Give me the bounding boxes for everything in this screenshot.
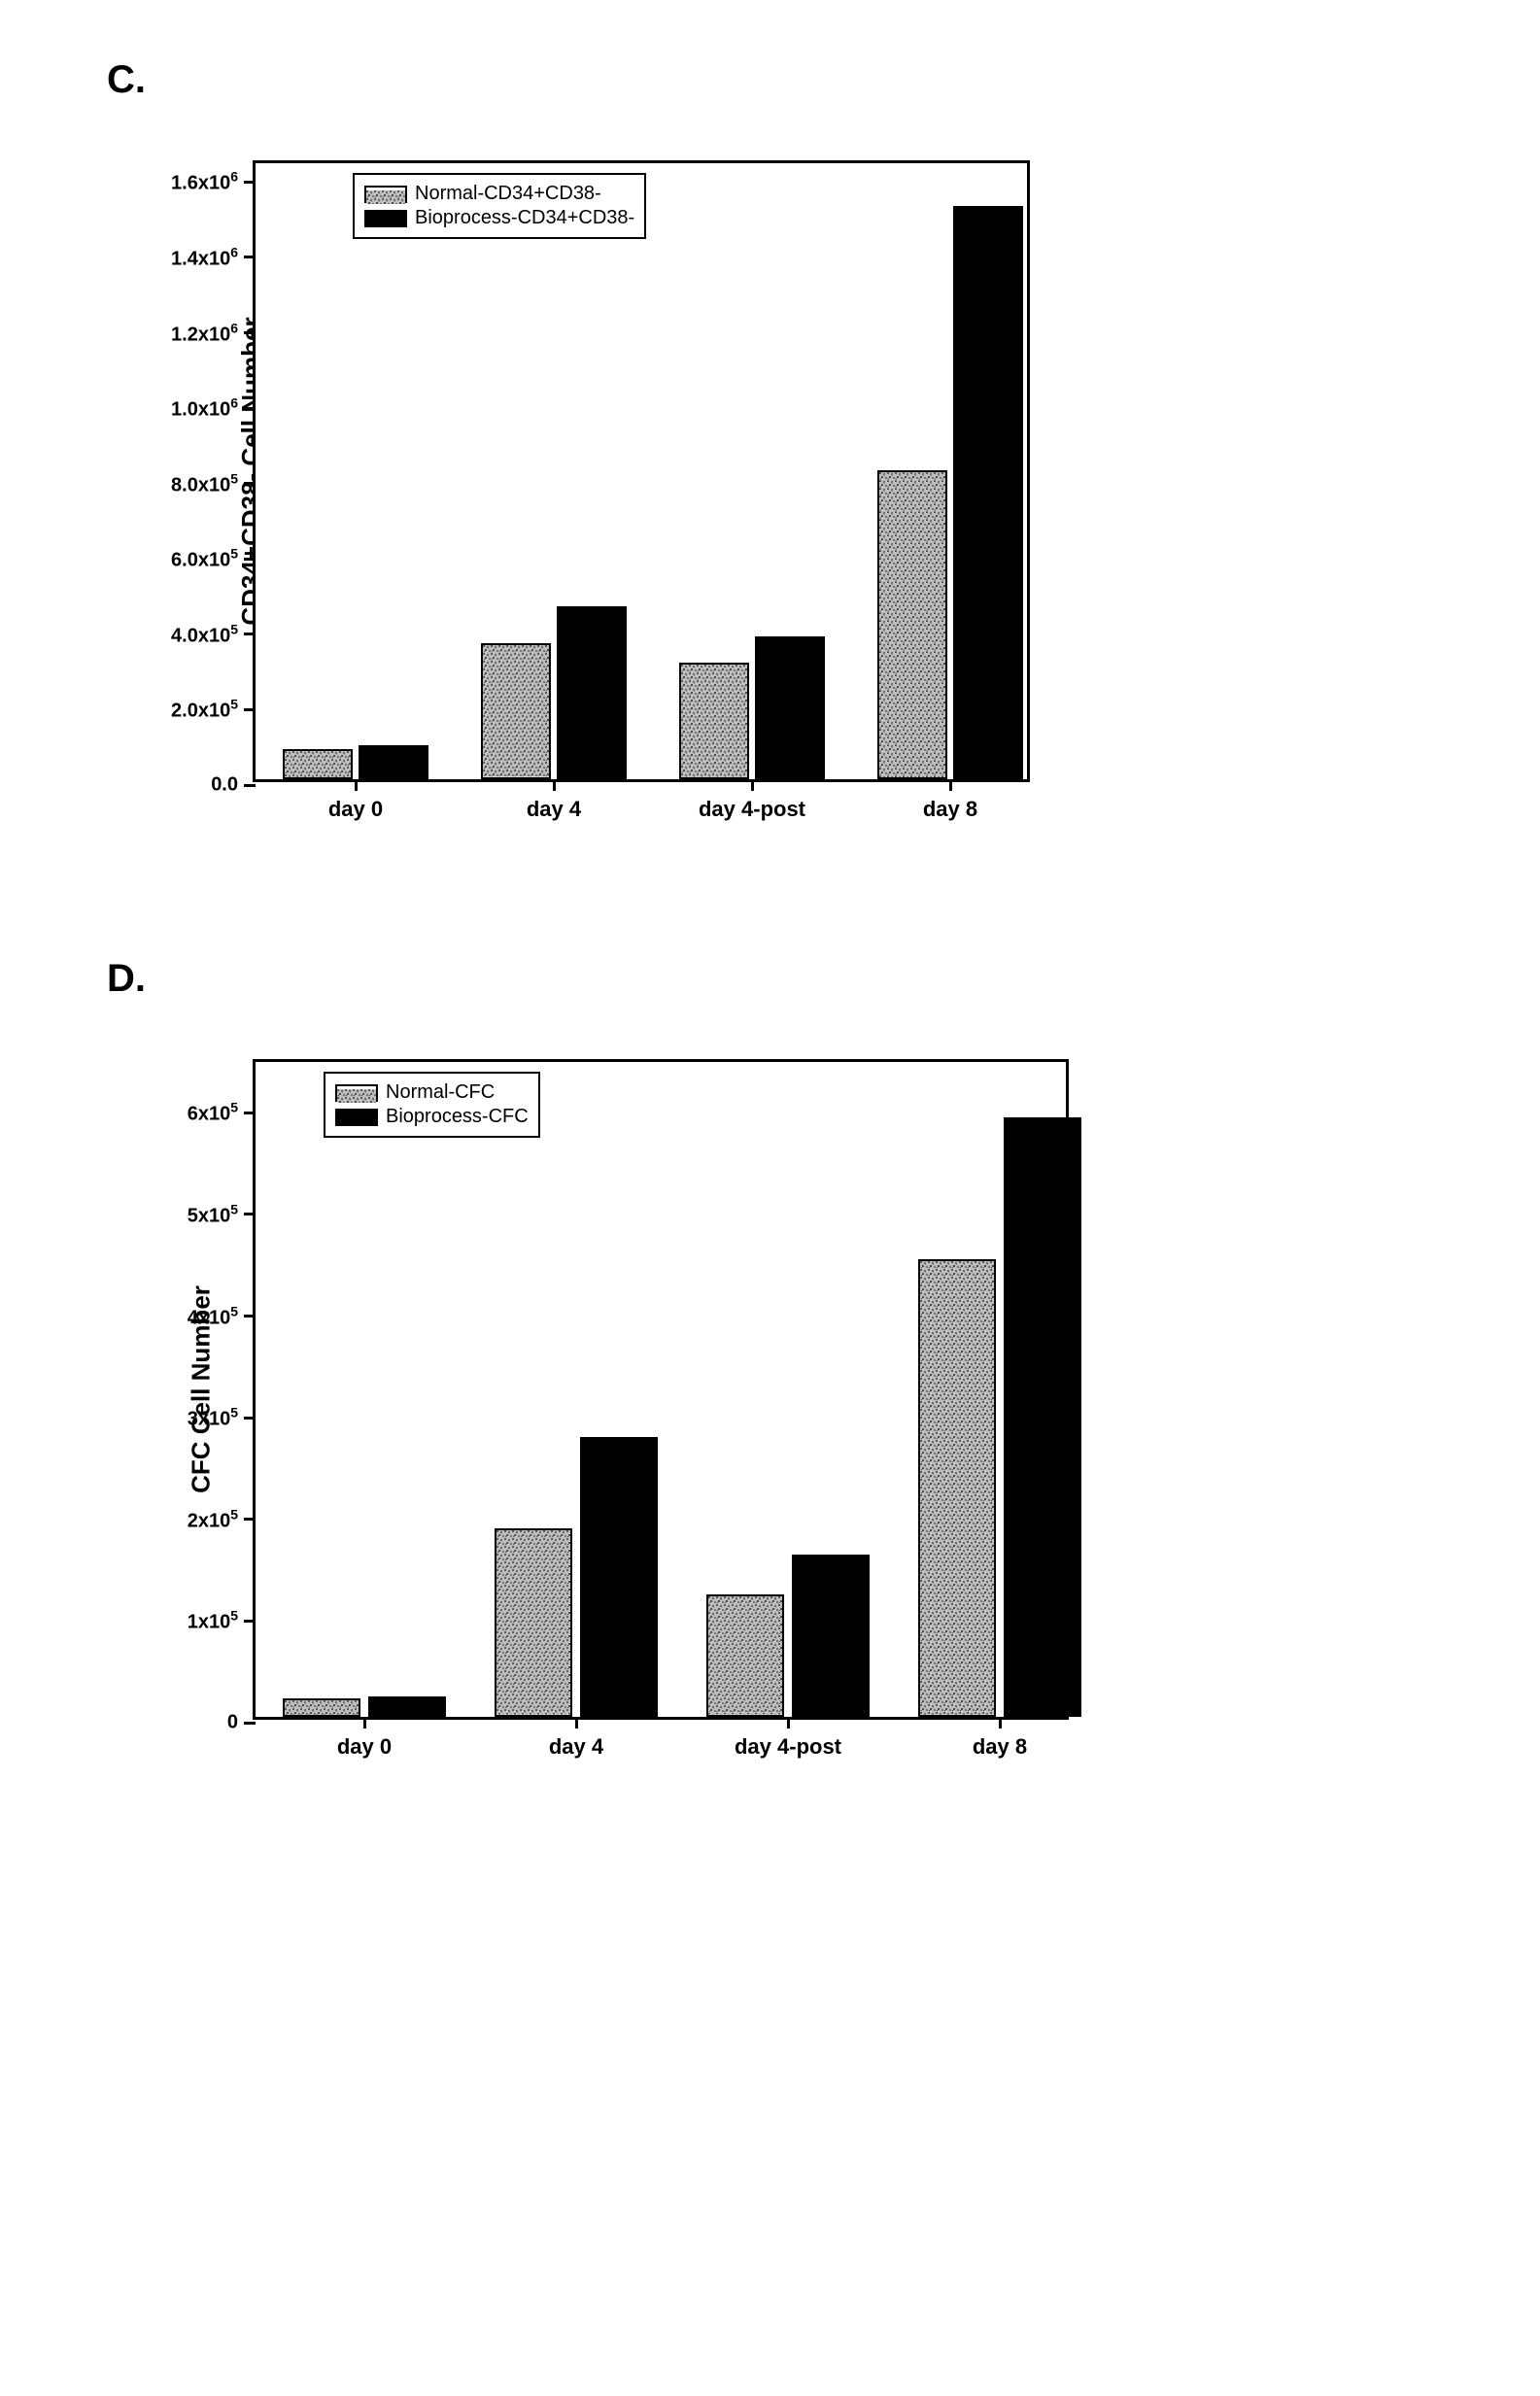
chart-d-legend: Normal-CFC Bioprocess-CFC	[324, 1072, 540, 1138]
x-tick	[999, 1717, 1002, 1729]
bar-bioprocess	[953, 206, 1023, 779]
x-tick-label: day 4-post	[699, 797, 805, 822]
chart-d-y-axis: 01x1052x1053x1054x1055x1056x105	[244, 1062, 256, 1717]
chart-d-x-axis: day 0day 4day 4-postday 8	[256, 1717, 1066, 1729]
y-tick	[244, 181, 256, 184]
y-tick	[244, 1417, 256, 1420]
y-tick	[244, 256, 256, 258]
panel-d: D. CFC Cell Number 01x1052x1053x1054x105…	[78, 957, 1462, 1720]
legend-label-normal: Normal-CD34+CD38-	[415, 183, 601, 205]
legend-label-bioprocess: Bioprocess-CFC	[386, 1106, 529, 1128]
chart-d-plot-area	[256, 1062, 1066, 1717]
legend-label-normal: Normal-CFC	[386, 1081, 495, 1104]
y-tick	[244, 1722, 256, 1725]
legend-row-normal: Normal-CD34+CD38-	[364, 183, 634, 205]
x-tick-label: day 0	[328, 797, 383, 822]
y-tick	[244, 407, 256, 410]
bar-normal	[918, 1259, 996, 1717]
y-tick	[244, 633, 256, 635]
x-tick-label: day 4	[527, 797, 581, 822]
bar-bioprocess	[580, 1437, 658, 1717]
y-tick-label: 0.0	[211, 774, 238, 797]
legend-row-bioprocess: Bioprocess-CD34+CD38-	[364, 207, 634, 229]
y-tick	[244, 331, 256, 334]
x-tick-label: day 8	[973, 1734, 1027, 1760]
legend-row-normal: Normal-CFC	[335, 1081, 529, 1104]
bar-normal	[679, 663, 749, 779]
bar-bioprocess	[792, 1555, 870, 1717]
x-tick-label: day 4-post	[735, 1734, 841, 1760]
chart-d-container: CFC Cell Number 01x1052x1053x1054x1055x1…	[253, 1059, 1462, 1720]
bar-normal	[481, 643, 551, 779]
y-tick-label: 4x105	[188, 1303, 238, 1329]
bar-bioprocess	[359, 745, 428, 779]
bar-normal	[283, 1698, 360, 1717]
y-tick-label: 5x105	[188, 1202, 238, 1228]
x-tick	[575, 1717, 578, 1729]
x-tick-label: day 8	[923, 797, 977, 822]
y-tick	[244, 558, 256, 561]
y-tick	[244, 708, 256, 711]
bar-normal	[706, 1594, 784, 1717]
chart-c-x-axis: day 0day 4day 4-postday 8	[256, 779, 1027, 791]
x-tick	[355, 779, 358, 791]
panel-c-label: C.	[107, 58, 1462, 102]
chart-c-legend: Normal-CD34+CD38- Bioprocess-CD34+CD38-	[353, 173, 646, 239]
y-tick-label: 1.4x106	[171, 245, 238, 271]
y-tick-label: 0	[227, 1712, 238, 1734]
bar-bioprocess	[755, 636, 825, 779]
bar-bioprocess	[557, 606, 627, 779]
y-tick	[244, 784, 256, 787]
y-tick	[244, 1315, 256, 1318]
legend-swatch-normal	[335, 1084, 378, 1102]
chart-d-frame: 01x1052x1053x1054x1055x1056x105 day 0day…	[253, 1059, 1069, 1720]
x-tick	[949, 779, 952, 791]
legend-swatch-bioprocess	[364, 210, 407, 227]
panel-d-label: D.	[107, 957, 1462, 1001]
bar-normal	[495, 1528, 572, 1717]
x-tick-label: day 4	[549, 1734, 603, 1760]
y-tick	[244, 1518, 256, 1521]
bar-bioprocess	[1004, 1117, 1081, 1717]
panel-c: C. CD34+CD38- Cell Number 0.02.0x1054.0x…	[78, 58, 1462, 782]
chart-c-frame: 0.02.0x1054.0x1056.0x1058.0x1051.0x1061.…	[253, 160, 1030, 782]
y-tick	[244, 1620, 256, 1623]
bar-normal	[877, 470, 947, 779]
y-tick-label: 3x105	[188, 1405, 238, 1431]
y-tick-label: 6x105	[188, 1100, 238, 1126]
y-tick-label: 2.0x105	[171, 697, 238, 723]
y-tick-label: 1.0x106	[171, 395, 238, 422]
y-tick	[244, 1112, 256, 1114]
y-tick-label: 1.6x106	[171, 169, 238, 195]
y-tick-label: 8.0x105	[171, 470, 238, 496]
legend-label-bioprocess: Bioprocess-CD34+CD38-	[415, 207, 634, 229]
y-tick-label: 2x105	[188, 1506, 238, 1532]
bar-normal	[283, 749, 353, 779]
x-tick	[553, 779, 556, 791]
y-tick	[244, 482, 256, 485]
chart-c-plot-area	[256, 163, 1027, 779]
chart-c-y-axis: 0.02.0x1054.0x1056.0x1058.0x1051.0x1061.…	[244, 163, 256, 779]
legend-swatch-bioprocess	[335, 1109, 378, 1126]
y-tick-label: 1x105	[188, 1608, 238, 1634]
y-tick-label: 6.0x105	[171, 546, 238, 572]
x-tick	[787, 1717, 790, 1729]
chart-c-container: CD34+CD38- Cell Number 0.02.0x1054.0x105…	[253, 160, 1462, 782]
y-tick	[244, 1213, 256, 1215]
x-tick	[751, 779, 754, 791]
x-tick-label: day 0	[337, 1734, 392, 1760]
legend-row-bioprocess: Bioprocess-CFC	[335, 1106, 529, 1128]
y-tick-label: 4.0x105	[171, 622, 238, 648]
bar-bioprocess	[368, 1696, 446, 1717]
x-tick	[363, 1717, 366, 1729]
y-tick-label: 1.2x106	[171, 320, 238, 346]
legend-swatch-normal	[364, 186, 407, 203]
